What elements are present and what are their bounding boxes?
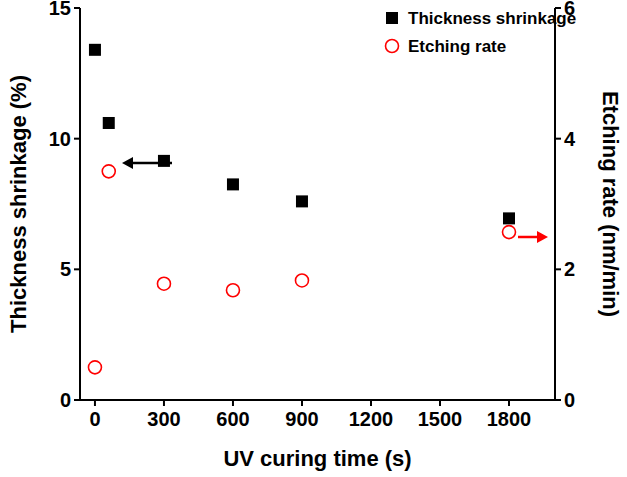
data-point — [296, 195, 308, 207]
y-tick — [74, 7, 80, 9]
data-point — [102, 165, 115, 178]
y-tick — [74, 268, 80, 270]
x-axis-label: UV curing time (s) — [223, 446, 411, 471]
legend: Thickness shrinkage Etching rate — [386, 9, 577, 56]
x-tick — [370, 400, 372, 406]
chart: 03006009001200150018000510150246UV curin… — [0, 0, 627, 477]
axis-arrow — [518, 236, 540, 239]
x-axis-line — [80, 399, 555, 401]
y2-tick — [555, 399, 561, 401]
y2-axis-line — [554, 8, 556, 400]
y2-tick-label: 0 — [564, 389, 575, 411]
x-tick-label: 300 — [147, 408, 180, 430]
x-tick-label: 1800 — [487, 408, 532, 430]
y-axis-line — [79, 8, 81, 400]
y2-tick — [555, 268, 561, 270]
y2-tick-label: 4 — [564, 128, 576, 150]
data-point — [295, 274, 308, 287]
x-tick-label: 1500 — [418, 408, 463, 430]
x-tick — [94, 400, 96, 406]
x-tick — [439, 400, 441, 406]
axis-arrow — [130, 162, 172, 165]
y-tick-label: 5 — [60, 258, 71, 280]
data-point — [227, 178, 239, 190]
x-tick-label: 900 — [285, 408, 318, 430]
data-point — [103, 117, 115, 129]
legend-marker — [386, 12, 398, 24]
data-point — [226, 284, 239, 297]
y-axis-label: Thickness shrinkage (%) — [6, 75, 31, 333]
data-point — [157, 277, 170, 290]
legend-label: Etching rate — [408, 37, 506, 56]
data-point — [503, 212, 515, 224]
y-tick-label: 15 — [49, 0, 71, 19]
x-tick — [508, 400, 510, 406]
axis-arrow-head — [537, 231, 548, 243]
y-tick — [74, 138, 80, 140]
y-tick — [74, 399, 80, 401]
legend-marker — [386, 40, 399, 53]
x-tick-label: 1200 — [349, 408, 394, 430]
x-tick-label: 600 — [216, 408, 249, 430]
y-tick-label: 10 — [49, 128, 71, 150]
legend-label: Thickness shrinkage — [408, 9, 576, 28]
x-tick — [301, 400, 303, 406]
axis-arrow-head — [122, 157, 133, 169]
y-tick-label: 0 — [60, 389, 71, 411]
y2-axis-label: Etching rate (nm/min) — [598, 91, 623, 317]
data-point — [502, 226, 515, 239]
x-tick — [232, 400, 234, 406]
data-point — [89, 44, 101, 56]
x-tick-label: 0 — [89, 408, 100, 430]
x-tick — [163, 400, 165, 406]
plot-area — [88, 44, 515, 374]
data-point — [158, 155, 170, 167]
data-point — [88, 361, 101, 374]
y2-tick-label: 2 — [564, 258, 575, 280]
y2-tick — [555, 138, 561, 140]
